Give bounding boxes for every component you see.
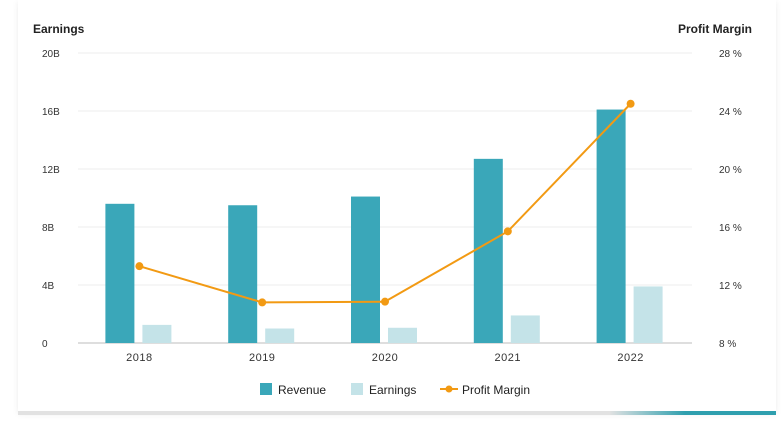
left-axis-ticks: 0 4B 8B 12B 16B 20B bbox=[42, 49, 60, 350]
revenue-bar bbox=[351, 196, 380, 343]
legend-profit-margin-marker bbox=[445, 385, 453, 393]
earnings-bar bbox=[142, 324, 172, 343]
legend-profit-margin-label: Profit Margin bbox=[462, 383, 530, 397]
earnings-bar bbox=[633, 286, 663, 343]
left-axis-title: Earnings bbox=[33, 22, 85, 36]
right-tick-label: 16 % bbox=[719, 223, 742, 234]
legend-earnings-label: Earnings bbox=[369, 383, 416, 397]
right-tick-label: 28 % bbox=[719, 49, 742, 60]
left-tick-label: 12B bbox=[42, 165, 60, 176]
profit-margin-polyline bbox=[139, 103, 632, 304]
right-axis-title: Profit Margin bbox=[678, 22, 752, 36]
revenue-bar bbox=[105, 203, 135, 343]
profit-margin-line bbox=[135, 99, 635, 307]
x-tick-label: 2020 bbox=[372, 352, 398, 364]
right-tick-label: 8 % bbox=[719, 339, 736, 350]
right-tick-label: 24 % bbox=[719, 107, 742, 118]
right-tick-label: 20 % bbox=[719, 165, 742, 176]
card-bottom-accent bbox=[18, 411, 776, 415]
revenue-bar bbox=[596, 109, 626, 343]
x-tick-label: 2018 bbox=[126, 352, 152, 364]
right-axis-ticks: 8 % 12 % 16 % 20 % 24 % 28 % bbox=[719, 49, 742, 350]
left-tick-label: 4B bbox=[42, 281, 55, 292]
right-tick-label: 12 % bbox=[719, 281, 742, 292]
legend: Revenue Earnings Profit Margin bbox=[260, 383, 530, 397]
profit-margin-point bbox=[258, 298, 267, 307]
revenue-bar bbox=[473, 158, 503, 343]
profit-margin-point bbox=[626, 99, 635, 108]
bars bbox=[105, 109, 663, 343]
legend-earnings-swatch bbox=[351, 383, 363, 395]
x-tick-label: 2022 bbox=[617, 352, 643, 364]
x-axis-ticks: 2018 2019 2020 2021 2022 bbox=[126, 352, 643, 364]
revenue-bar bbox=[228, 205, 258, 343]
profit-margin-point bbox=[503, 227, 512, 236]
left-tick-label: 8B bbox=[42, 223, 55, 234]
left-tick-label: 0 bbox=[42, 339, 48, 350]
profit-margin-point bbox=[381, 297, 389, 306]
earnings-bar bbox=[265, 328, 295, 343]
legend-revenue-label: Revenue bbox=[278, 383, 326, 397]
x-tick-label: 2019 bbox=[249, 352, 275, 364]
left-tick-label: 20B bbox=[42, 49, 60, 60]
x-tick-label: 2021 bbox=[495, 352, 521, 364]
left-tick-label: 16B bbox=[42, 107, 60, 118]
profit-margin-point bbox=[135, 262, 144, 271]
earnings-bar bbox=[510, 315, 540, 343]
legend-revenue-swatch bbox=[260, 383, 272, 395]
earnings-bar bbox=[388, 327, 417, 343]
grid-lines bbox=[78, 52, 692, 344]
